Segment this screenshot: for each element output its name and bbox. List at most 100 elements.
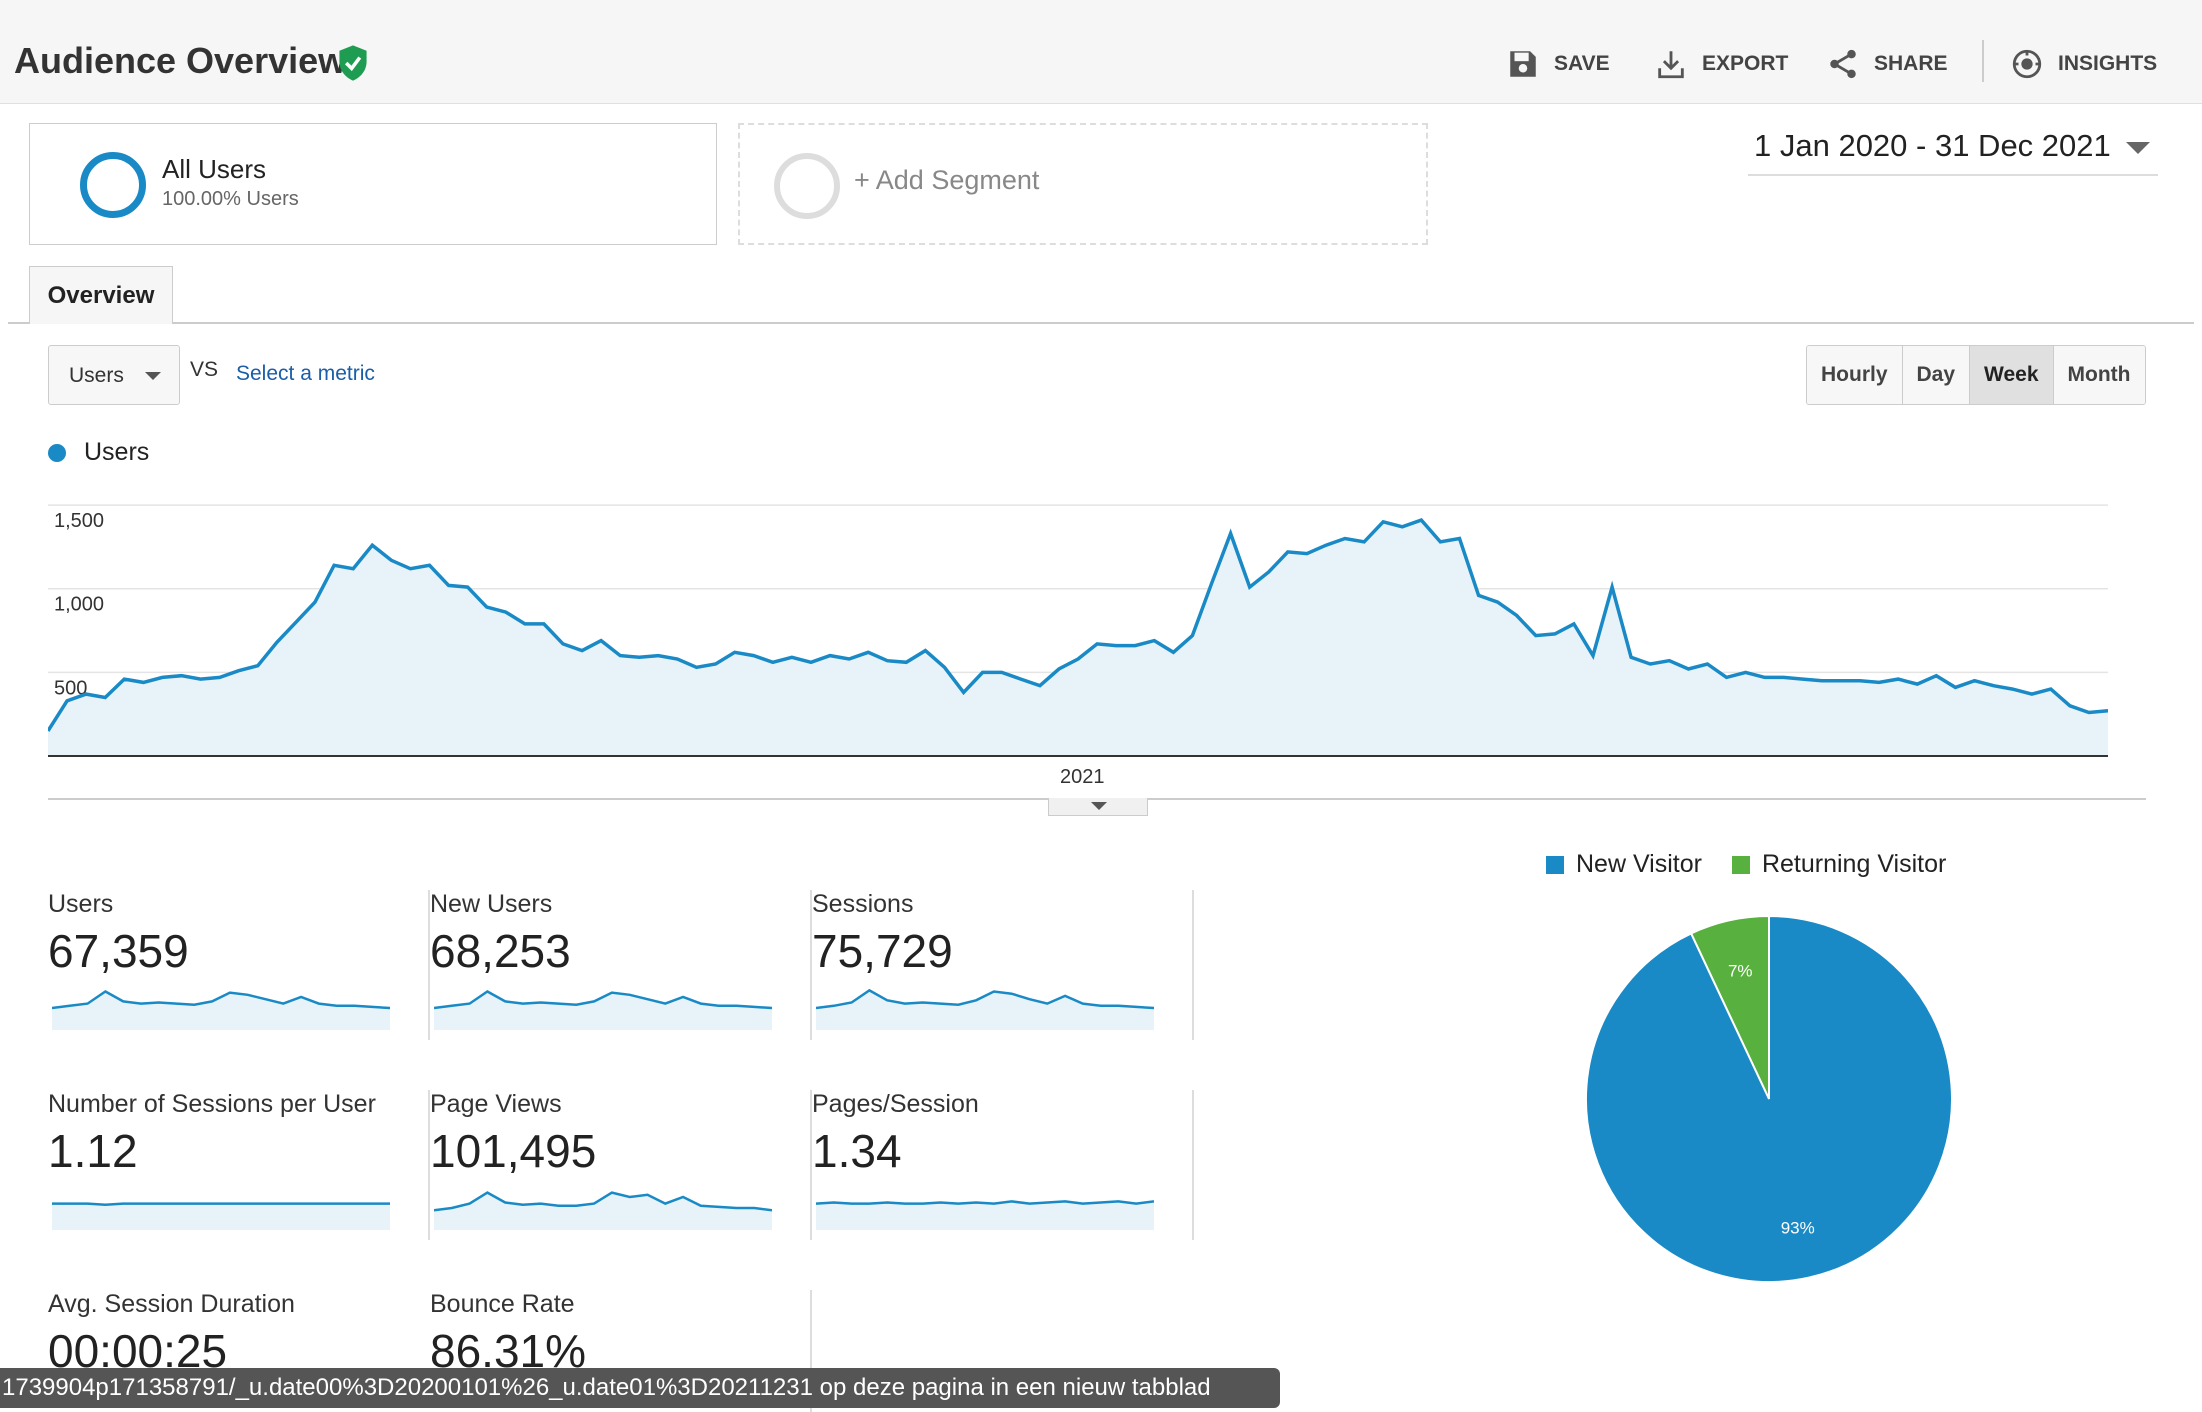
y-tick-label: 1,500 bbox=[54, 510, 104, 532]
metric-label: Number of Sessions per User bbox=[48, 1090, 376, 1118]
pie-legend: New Visitor Returning Visitor bbox=[1546, 850, 1946, 879]
add-segment-ring-icon bbox=[774, 153, 840, 219]
share-label: SHARE bbox=[1874, 52, 1948, 75]
sparkline bbox=[816, 1200, 1154, 1230]
metric-pages-per-session[interactable]: Pages/Session 1.34 bbox=[812, 1090, 1194, 1240]
share-icon bbox=[1830, 49, 1856, 79]
segment-name: All Users bbox=[162, 154, 267, 184]
segment-ring-icon bbox=[80, 152, 146, 218]
users-series-line bbox=[48, 518, 2108, 732]
sparkline-fill bbox=[434, 991, 772, 1030]
export-button[interactable]: EXPORT bbox=[1654, 44, 1788, 84]
pie-legend-new: New Visitor bbox=[1546, 850, 1702, 879]
users-area-fill bbox=[48, 520, 2108, 756]
metric-divider bbox=[810, 1290, 812, 1412]
metric-label: Avg. Session Duration bbox=[48, 1290, 295, 1318]
metric-dropdown-label: Users bbox=[69, 364, 124, 387]
metric-page-views[interactable]: Page Views 101,495 bbox=[430, 1090, 812, 1240]
select-metric-link[interactable]: Select a metric bbox=[236, 362, 375, 385]
visitor-type-pie-chart[interactable]: 7% 93% bbox=[1584, 914, 1954, 1284]
add-segment-button[interactable]: + Add Segment bbox=[738, 123, 1428, 245]
sparkline bbox=[52, 1202, 390, 1230]
legend-swatch bbox=[48, 443, 66, 462]
sparkline-fill bbox=[52, 1203, 390, 1230]
pie-slice-label: 7% bbox=[1728, 961, 1753, 980]
legend-label: Users bbox=[84, 438, 150, 466]
metric-dropdown[interactable]: Users bbox=[48, 345, 180, 405]
insights-label: INSIGHTS bbox=[2058, 52, 2158, 75]
browser-status-bar: 1739904p171358791/_u.date00%3D20200101%2… bbox=[0, 1368, 1280, 1408]
date-range-picker[interactable]: 1 Jan 2020 - 31 Dec 2021 bbox=[1748, 126, 2158, 176]
metric-sessions[interactable]: Sessions 75,729 bbox=[812, 890, 1194, 1040]
y-tick-label: 1,000 bbox=[54, 594, 104, 616]
segment-percentage: 100.00% Users bbox=[162, 188, 299, 210]
period-week-button[interactable]: Week bbox=[1970, 346, 2054, 404]
period-toggle: Hourly Day Week Month bbox=[1806, 345, 2146, 405]
pie-slice-label: 93% bbox=[1781, 1219, 1815, 1238]
save-label: SAVE bbox=[1554, 52, 1610, 75]
save-button[interactable]: SAVE bbox=[1506, 44, 1610, 84]
sparkline bbox=[52, 990, 390, 1030]
chart-legend: Users bbox=[48, 438, 149, 467]
pie-legend-returning: Returning Visitor bbox=[1731, 850, 1947, 879]
metric-sessions-per-user[interactable]: Number of Sessions per User 1.12 bbox=[48, 1090, 430, 1240]
sparkline-fill bbox=[52, 991, 390, 1030]
metric-label: Page Views bbox=[430, 1090, 562, 1118]
download-icon bbox=[1658, 51, 1684, 79]
legend-label: New Visitor bbox=[1576, 850, 1702, 878]
metric-value: 1.12 bbox=[48, 1125, 138, 1177]
tab-divider bbox=[8, 322, 2194, 324]
metric-label: Users bbox=[48, 890, 114, 918]
insights-button[interactable]: INSIGHTS bbox=[2010, 44, 2157, 84]
sparkline bbox=[816, 988, 1154, 1030]
legend-label: Returning Visitor bbox=[1761, 850, 1947, 878]
metric-label: Pages/Session bbox=[812, 1090, 979, 1118]
segment-all-users[interactable]: All Users 100.00% Users bbox=[29, 123, 717, 245]
metric-label: Bounce Rate bbox=[430, 1290, 575, 1318]
date-range-label: 1 Jan 2020 - 31 Dec 2021 bbox=[1754, 128, 2111, 163]
metric-value: 75,729 bbox=[812, 925, 953, 977]
save-icon bbox=[1510, 51, 1536, 77]
sparkline bbox=[434, 1191, 772, 1230]
metric-value: 101,495 bbox=[430, 1125, 597, 1177]
legend-swatch bbox=[1731, 855, 1750, 874]
metric-users[interactable]: Users 67,359 bbox=[48, 890, 430, 1040]
period-hourly-button[interactable]: Hourly bbox=[1807, 346, 1903, 404]
sparkline-line bbox=[434, 990, 772, 1010]
toolbar-divider bbox=[1982, 40, 1984, 82]
metric-value: 67,359 bbox=[48, 925, 189, 977]
export-label: EXPORT bbox=[1702, 52, 1789, 75]
y-tick-label: 500 bbox=[54, 677, 87, 699]
insights-icon bbox=[2012, 49, 2042, 79]
metric-value: 68,253 bbox=[430, 925, 571, 977]
metric-label: Sessions bbox=[812, 890, 914, 918]
pie-slice-new-visitor bbox=[1585, 914, 1953, 1283]
collapse-chart-handle[interactable] bbox=[1048, 798, 1148, 816]
chevron-down-icon bbox=[2126, 142, 2150, 154]
page-header: Audience Overview SAVE EXPORT SHARE INSI… bbox=[0, 0, 2202, 104]
metric-divider bbox=[810, 890, 812, 1040]
period-day-button[interactable]: Day bbox=[1902, 346, 1971, 404]
chevron-down-icon bbox=[1091, 802, 1107, 810]
metric-divider bbox=[1192, 1090, 1194, 1240]
metric-value: 1.34 bbox=[812, 1125, 902, 1177]
page-title: Audience Overview bbox=[14, 40, 347, 81]
legend-swatch bbox=[1546, 855, 1564, 874]
metric-divider bbox=[1192, 890, 1194, 1040]
sparkline-line bbox=[52, 1202, 390, 1206]
period-month-button[interactable]: Month bbox=[2053, 346, 2145, 404]
metric-divider bbox=[428, 1090, 430, 1240]
vs-label: VS bbox=[190, 358, 219, 381]
sparkline-fill bbox=[816, 1201, 1154, 1230]
tab-overview[interactable]: Overview bbox=[29, 266, 173, 324]
share-button[interactable]: SHARE bbox=[1826, 44, 1948, 84]
sparkline bbox=[434, 990, 772, 1030]
x-axis-year-label: 2021 bbox=[1060, 766, 1105, 788]
add-segment-label: + Add Segment bbox=[854, 165, 1040, 195]
users-line-chart[interactable]: 1,500 1,000 500 bbox=[48, 476, 2108, 796]
metric-new-users[interactable]: New Users 68,253 bbox=[430, 890, 812, 1040]
metric-label: New Users bbox=[430, 890, 553, 918]
metric-divider bbox=[810, 1090, 812, 1240]
sparkline-line bbox=[52, 990, 390, 1010]
sparkline-line bbox=[434, 1191, 772, 1212]
